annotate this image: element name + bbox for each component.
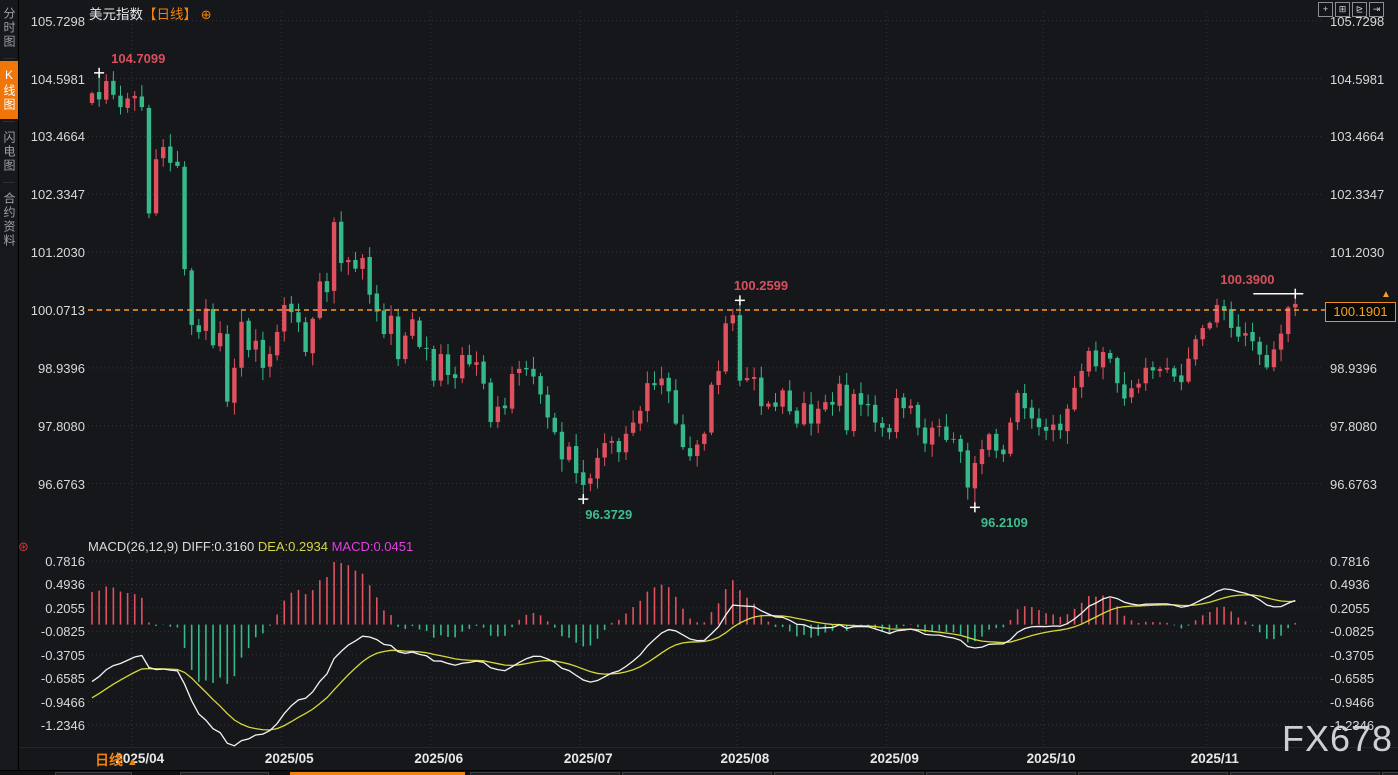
macd-series (91, 562, 1297, 747)
candlestick-series (89, 71, 1298, 508)
y-axis-tick-label-right: 96.6763 (1330, 476, 1377, 492)
grid-layer (88, 12, 1322, 746)
y-axis-tick-label-right: 101.2030 (1330, 245, 1385, 261)
macd-tick-label: 0.2055 (45, 600, 85, 616)
sidebar-item-3[interactable]: 闪电图 (2, 131, 16, 173)
price-annotation-high: 104.7099 (111, 50, 166, 66)
chart-title: 美元指数【日线】 ⊕ (89, 3, 212, 23)
y-axis-tick-label-right: 104.5981 (1330, 71, 1385, 87)
macd-tick-label-right: 0.7816 (1330, 554, 1370, 570)
footer-tab-1[interactable]: 指标 (55, 772, 132, 775)
footer-tab-3[interactable]: 指标 (290, 772, 465, 775)
macd-tick-label: -0.9466 (40, 694, 85, 710)
sidebar-item-1[interactable]: 分时图 (2, 7, 16, 49)
macd-tick-label: -0.0825 (40, 624, 85, 640)
y-axis-tick-label: 103.4664 (30, 129, 85, 145)
x-axis-month-label: 2025/05 (264, 751, 314, 766)
dea-line (91, 594, 1296, 731)
footer-tab-empty[interactable] (1382, 772, 1398, 775)
x-axis-month-label: 2025/08 (720, 751, 770, 766)
settings-gear-icon[interactable]: ⊕ (200, 7, 212, 22)
price-up-arrow-icon: ▲ (1381, 289, 1391, 300)
footer-tab-empty[interactable] (470, 772, 620, 775)
macd-name-label: MACD(26,12,9) (88, 539, 179, 554)
macd-tick-label-right: -0.3705 (1330, 647, 1375, 663)
price-annotation-low: 96.3729 (585, 507, 633, 523)
x-axis-month-label: 2025/09 (870, 751, 919, 766)
macd-tick-label: -1.2346 (40, 718, 85, 734)
y-axis-tick-label: 98.9396 (38, 360, 85, 376)
symbol-name: 美元指数 (89, 7, 143, 22)
footer-tab-empty[interactable] (622, 772, 772, 775)
layout-play-icon[interactable]: ⊵ (1352, 2, 1367, 17)
y-axis-tick-label: 102.3347 (30, 187, 85, 203)
x-axis-month-label: 2025/06 (414, 751, 464, 766)
footer-tab-strip: 指标 模板 指标 (0, 770, 1398, 775)
sidebar-divider (3, 121, 15, 122)
macd-tick-label-right: 0.4936 (1330, 577, 1370, 593)
y-axis-tick-label-right: 105.7298 (1330, 13, 1385, 29)
y-axis-tick-label: 100.0713 (30, 303, 85, 318)
price-annotation-high: 100.2599 (733, 278, 789, 294)
macd-tick-label: -0.6585 (40, 671, 85, 687)
y-axis-tick-label: 96.6763 (38, 476, 85, 492)
layout-expand-icon[interactable]: ⇥ (1369, 2, 1384, 17)
pane-separator (18, 747, 1398, 748)
y-axis-tick-label-right: 102.3347 (1330, 187, 1385, 203)
period-tag: 【日线】 (143, 7, 197, 22)
macd-tick-label-right: -1.2346 (1330, 718, 1375, 734)
macd-tick-label-right: -0.9466 (1330, 694, 1375, 710)
price-annotation-high: 100.3900 (1220, 271, 1275, 287)
sidebar-item-2[interactable]: K线图 (0, 61, 18, 119)
last-price-tag: 100.1901 (1325, 302, 1396, 322)
macd-indicator-header: MACD(26,12,9) DIFF:0.3160 DEA:0.2934 MAC… (88, 539, 413, 554)
y-axis-tick-label-right: 103.4664 (1330, 129, 1385, 145)
macd-tick-label-right: -0.6585 (1330, 671, 1375, 687)
y-axis-tick-label: 105.7298 (30, 13, 85, 29)
layout-grid-icon[interactable]: ⊞ (1335, 2, 1350, 17)
diff-line (91, 588, 1296, 747)
y-axis-tick-label: 97.8080 (38, 418, 85, 434)
x-axis-month-label: 2025/11 (1190, 751, 1239, 766)
chart-toolbar: + ⊞ ⊵ ⇥ (1318, 2, 1384, 17)
macd-tick-label: 0.4936 (45, 577, 85, 593)
footer-tab-empty[interactable] (1230, 772, 1380, 775)
y-axis-tick-label-right: 97.8080 (1330, 418, 1377, 434)
macd-tick-label-right: -0.0825 (1330, 624, 1375, 640)
chart-type-sidebar: 分时图 K线图闪电图合约资料 (0, 0, 19, 775)
footer-tab-empty[interactable] (926, 772, 1076, 775)
footer-tab-empty[interactable] (774, 772, 924, 775)
crosshair-pan-icon[interactable]: + (1318, 2, 1333, 17)
price-annotation-low: 96.2109 (980, 515, 1028, 531)
y-axis-tick-label: 101.2030 (30, 245, 85, 261)
fx678-watermark: FX678 (1282, 718, 1394, 759)
macd-macd-value: MACD:0.0451 (331, 539, 414, 554)
sidebar-item-4[interactable]: 合约资料 (2, 192, 16, 248)
y-axis-tick-label-right: 98.9396 (1330, 360, 1377, 376)
sidebar-divider (3, 58, 15, 59)
sidebar-divider (3, 182, 15, 183)
dropdown-arrow-icon: ▲ (126, 756, 138, 768)
macd-dea-value: DEA:0.2934 (257, 539, 328, 554)
indicator-settings-icon[interactable]: ⊛ (18, 539, 29, 554)
footer-tab-empty[interactable] (1078, 772, 1228, 775)
macd-diff-value: DIFF:0.3160 (181, 539, 255, 554)
macd-tick-label: 0.7816 (45, 554, 85, 570)
period-selector[interactable]: 日线 ▲ (95, 752, 138, 768)
x-axis-month-label: 2025/04 (115, 751, 165, 766)
x-axis-month-label: 2025/07 (563, 751, 613, 766)
macd-tick-label-right: 0.2055 (1330, 600, 1370, 616)
marker-layer (94, 67, 1304, 513)
macd-tick-label: -0.3705 (40, 647, 85, 663)
y-axis-tick-label: 104.5981 (30, 71, 85, 87)
footer-tab-2[interactable]: 模板 (180, 772, 269, 775)
x-axis-month-label: 2025/10 (1026, 751, 1076, 766)
